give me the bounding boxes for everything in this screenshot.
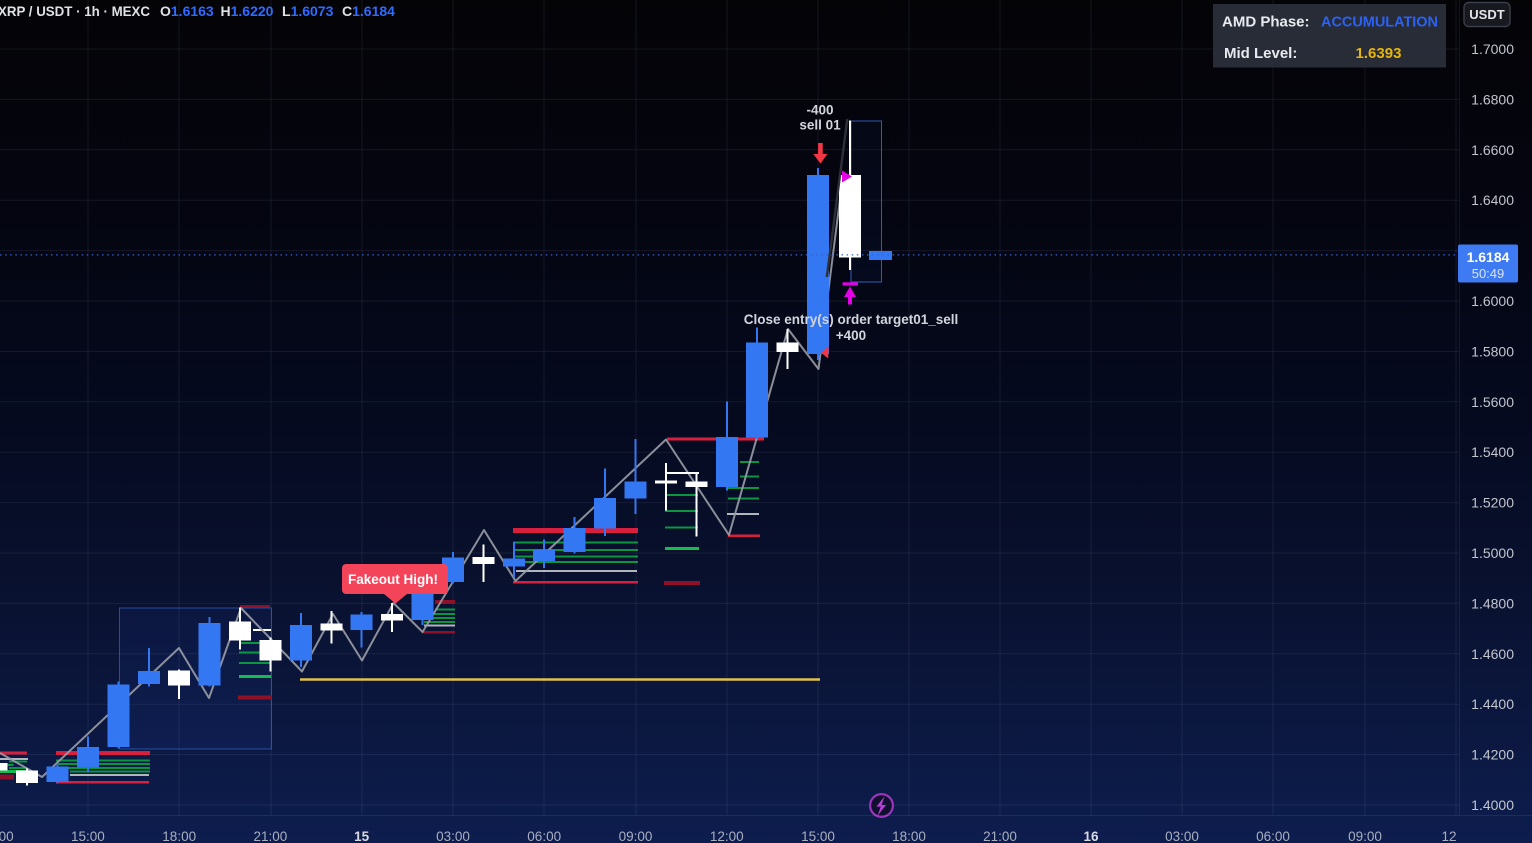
- svg-text:Close entry(s) order target01_: Close entry(s) order target01_sell: [744, 312, 959, 327]
- svg-text:50:49: 50:49: [1472, 266, 1505, 281]
- svg-text:12:00: 12:00: [0, 829, 14, 843]
- svg-text:06:00: 06:00: [527, 829, 561, 843]
- svg-text:O1.6163: O1.6163: [160, 3, 214, 19]
- svg-text:C1.6184: C1.6184: [342, 3, 395, 19]
- svg-text:12:00: 12:00: [710, 829, 744, 843]
- svg-text:1.5400: 1.5400: [1471, 444, 1514, 460]
- svg-text:15:00: 15:00: [71, 829, 105, 843]
- svg-text:1.5600: 1.5600: [1471, 394, 1514, 410]
- svg-text:Mid Level:: Mid Level:: [1224, 45, 1297, 62]
- svg-text:18:00: 18:00: [162, 829, 196, 843]
- svg-text:12: 12: [1441, 829, 1456, 843]
- svg-text:1.5800: 1.5800: [1471, 343, 1514, 359]
- svg-text:-400: -400: [806, 103, 833, 118]
- svg-text:09:00: 09:00: [619, 829, 653, 843]
- svg-text:06:00: 06:00: [1256, 829, 1290, 843]
- svg-text:1.6800: 1.6800: [1471, 91, 1514, 107]
- svg-text:L1.6073: L1.6073: [282, 3, 334, 19]
- svg-text:09:00: 09:00: [1348, 829, 1382, 843]
- svg-text:+400: +400: [836, 328, 866, 343]
- svg-text:1.6393: 1.6393: [1356, 45, 1402, 62]
- svg-text:03:00: 03:00: [436, 829, 470, 843]
- svg-text:1.4400: 1.4400: [1471, 696, 1514, 712]
- svg-text:sell 01: sell 01: [799, 118, 841, 133]
- svg-text:21:00: 21:00: [983, 829, 1017, 843]
- svg-text:16: 16: [1083, 829, 1099, 843]
- svg-text:H1.6220: H1.6220: [221, 3, 274, 19]
- svg-text:ACCUMULATION: ACCUMULATION: [1321, 14, 1438, 31]
- svg-text:XRP / USDT · 1h · MEXC: XRP / USDT · 1h · MEXC: [0, 3, 150, 19]
- svg-text:1.4200: 1.4200: [1471, 747, 1514, 763]
- svg-text:1.6400: 1.6400: [1471, 192, 1514, 208]
- svg-text:1.6184: 1.6184: [1467, 249, 1510, 265]
- svg-text:1.4600: 1.4600: [1471, 646, 1514, 662]
- svg-text:21:00: 21:00: [254, 829, 288, 843]
- svg-text:Fakeout High!: Fakeout High!: [348, 572, 438, 587]
- svg-text:1.4000: 1.4000: [1471, 797, 1514, 813]
- svg-text:1.5000: 1.5000: [1471, 545, 1514, 561]
- svg-text:1.6000: 1.6000: [1471, 293, 1514, 309]
- svg-text:15: 15: [354, 829, 370, 843]
- svg-text:03:00: 03:00: [1165, 829, 1199, 843]
- svg-text:USDT: USDT: [1469, 7, 1504, 22]
- svg-text:1.5200: 1.5200: [1471, 495, 1514, 511]
- svg-text:18:00: 18:00: [892, 829, 926, 843]
- svg-text:1.7000: 1.7000: [1471, 41, 1514, 57]
- svg-text:1.6600: 1.6600: [1471, 142, 1514, 158]
- svg-text:1.4800: 1.4800: [1471, 595, 1514, 611]
- svg-text:AMD Phase:: AMD Phase:: [1222, 14, 1310, 31]
- svg-text:15:00: 15:00: [801, 829, 835, 843]
